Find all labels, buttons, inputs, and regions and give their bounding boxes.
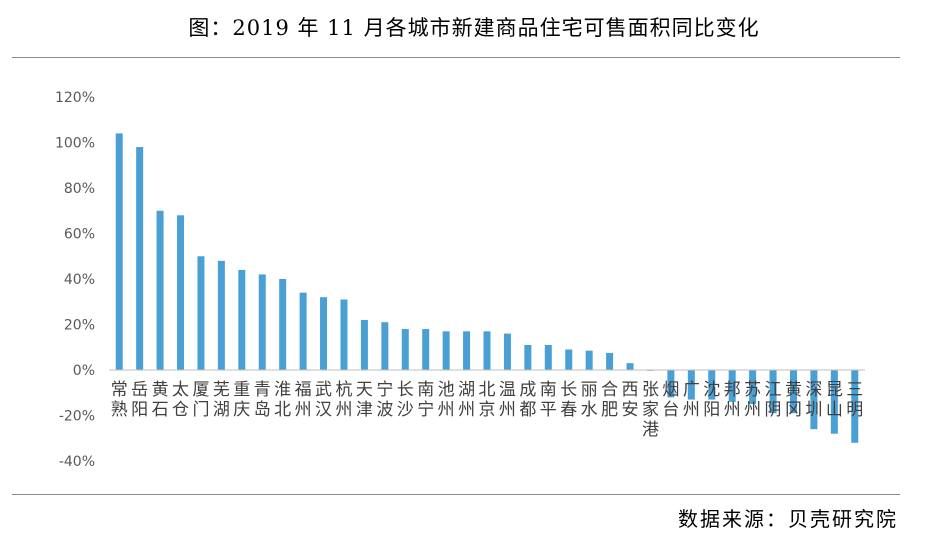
bar [360,319,368,370]
bar [340,299,348,370]
y-axis: 120% 100% 80% 60% 40% 20% 0% -20% -40% [55,90,95,470]
x-tick-label: 福州 [295,380,312,420]
x-tick-label: 合肥 [601,380,618,420]
x-tick-label: 岳阳 [131,380,148,420]
title-divider [12,57,900,58]
y-tick-label: 20% [64,318,95,334]
bar [299,292,307,370]
x-tick-label: 昆山 [826,380,843,420]
x-tick-label: 三明 [846,380,863,420]
bar [442,331,450,370]
bar [851,370,859,443]
y-tick-label: 40% [64,272,95,288]
x-tick-label: 宁波 [376,380,393,420]
bar [136,147,144,370]
bar [769,370,777,414]
bar [483,331,491,370]
x-tick-label: 湖州 [458,380,475,420]
y-tick-label: 0% [73,363,95,379]
bars-group [115,133,859,443]
x-tick-label: 沈阳 [703,380,720,420]
bar [217,260,225,370]
data-source-note: 数据来源：贝壳研究院 [678,507,898,531]
x-tick-label: 天津 [356,380,373,420]
x-tick-label: 长春 [560,380,577,420]
x-tick-label: 张家港 [642,380,659,440]
x-tick-label: 南平 [540,380,557,420]
x-tick-label: 烟台 [662,380,679,420]
bar [585,350,593,370]
bar [401,329,409,370]
x-tick-label: 青岛 [254,380,271,420]
bar [728,370,736,402]
x-tick-label: 淮北 [274,380,291,420]
x-tick-label: 武汉 [315,380,332,420]
y-tick-label: 60% [64,227,95,243]
y-tick-label: -40% [59,454,95,470]
bar [687,370,695,400]
bar [749,370,757,405]
x-tick-label: 温州 [499,380,516,420]
x-tick-label: 南宁 [417,380,434,420]
x-tick-label: 芜湖 [213,380,230,420]
x-axis-labels: 常熟岳阳黄石太仓厦门芜湖重庆青岛淮北福州武汉杭州天津宁波长沙南宁池州湖州北京温州… [111,380,864,440]
y-tick-label: 100% [55,136,95,152]
bar [503,333,511,370]
bar [279,279,287,370]
x-tick-label: 常熟 [111,380,128,420]
x-tick-label: 邦州 [724,380,741,420]
source-divider [12,494,900,495]
bar [830,370,838,434]
y-tick-label: -20% [59,409,95,425]
bar [626,363,634,370]
bar [463,331,471,370]
x-tick-label: 西安 [622,380,639,420]
bar [789,370,797,414]
bar [667,370,675,398]
bar [320,297,328,370]
x-tick-label: 池州 [438,380,455,420]
x-tick-label: 苏州 [744,380,761,420]
bar [810,370,818,430]
y-tick-label: 120% [55,90,95,106]
x-tick-label: 重庆 [233,380,250,420]
x-tick-label: 成都 [519,380,536,420]
bar [197,256,205,370]
bar [708,370,716,400]
bar [565,349,573,370]
y-tick-label: 80% [64,181,95,197]
bar [606,352,614,370]
bar [258,274,266,370]
bar [422,329,430,370]
bar [177,215,185,370]
x-tick-label: 江阴 [765,380,782,420]
chart-title: 图：2019 年 11 月各城市新建商品住宅可售面积同比变化 [188,16,760,40]
x-tick-label: 厦门 [192,380,209,420]
x-tick-label: 北京 [479,380,496,420]
x-tick-label: 深圳 [805,380,822,420]
bar [238,269,246,370]
x-tick-label: 黄冈 [785,380,802,420]
x-tick-label: 黄石 [152,380,169,420]
x-tick-label: 杭州 [335,380,352,420]
x-tick-label: 丽水 [581,380,598,420]
bar [544,344,552,370]
bar [156,210,164,370]
x-tick-label: 长沙 [397,380,414,420]
x-tick-label: 广州 [683,380,700,420]
x-tick-label: 太仓 [172,380,189,420]
bar [381,322,389,370]
bar [115,133,123,370]
bar [524,344,532,370]
